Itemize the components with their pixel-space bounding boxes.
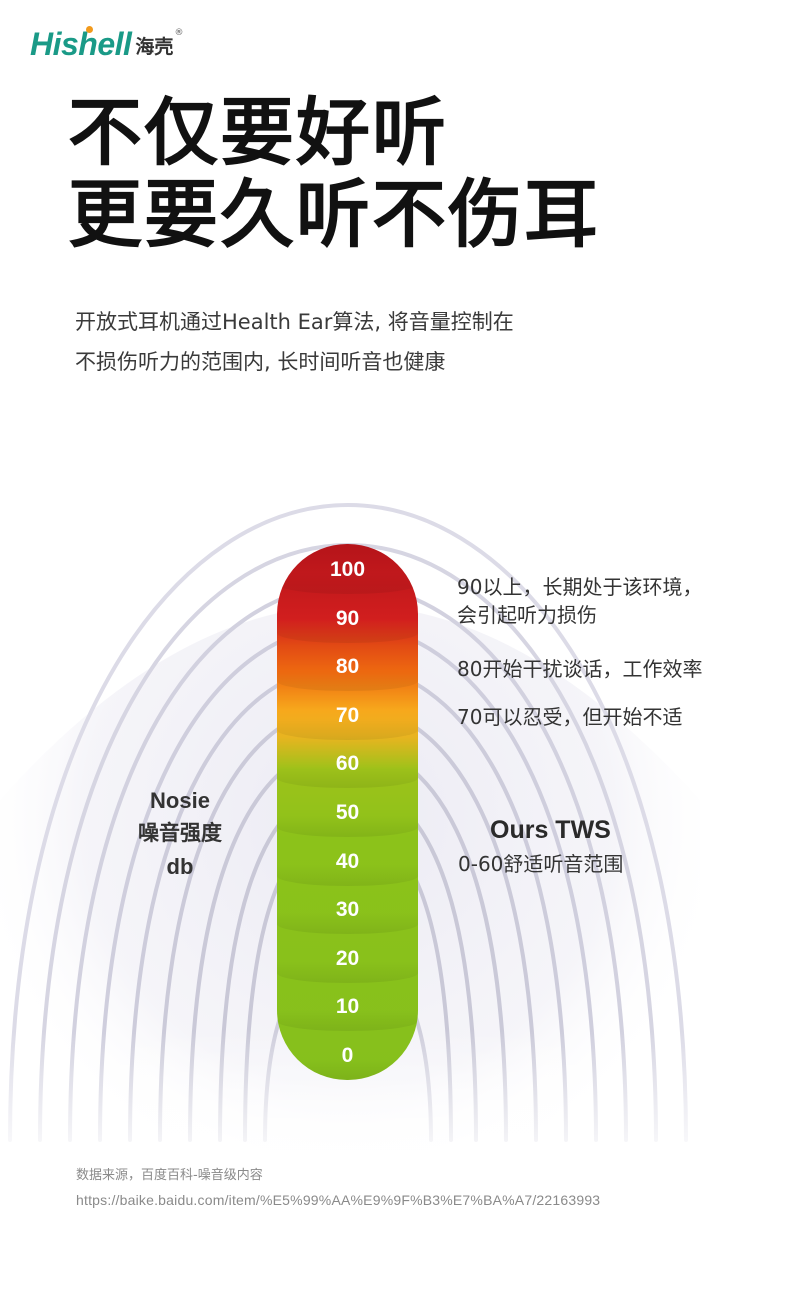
meter-tick-60: 60 (335, 752, 360, 776)
meter-band (277, 886, 418, 935)
meter-tick-30: 30 (335, 898, 360, 922)
description-line-1: 开放式耳机通过Health Ear算法, 将音量控制在 (75, 310, 514, 334)
brand-name: Hishell (30, 26, 132, 62)
meter-band (277, 691, 418, 740)
note-90-line-1: 90以上，长期处于该环境， (457, 575, 703, 599)
meter-band (277, 740, 418, 789)
note-90: 90以上，长期处于该环境， 会引起听力损伤 (457, 573, 702, 629)
noise-label-unit: db (166, 854, 194, 879)
meter-tick-0: 0 (341, 1044, 354, 1067)
meter-tick-100: 100 (329, 558, 366, 581)
source-label: 数据来源，百度百科-噪音级内容 (76, 1168, 263, 1183)
headline-line-2: 更要久听不伤耳 (68, 172, 600, 258)
noise-label-en: Nosie (150, 788, 210, 813)
data-source: 数据来源，百度百科-噪音级内容 https://baike.baidu.com/… (76, 1164, 600, 1212)
headline: 不仅要好听 更要久听不伤耳 (68, 92, 600, 256)
description-line-2: 不损伤听力的范围内, 长时间听音也健康 (75, 350, 446, 374)
noise-label-cn: 噪音强度 (138, 821, 222, 845)
noise-meter: 100 90 80 70 60 50 40 30 20 10 0 (277, 544, 418, 1080)
ours-tws-range: 0-60舒适听音范围 (458, 852, 624, 876)
registered-mark: ® (174, 28, 184, 38)
meter-tick-10: 10 (335, 995, 360, 1019)
meter-band (277, 837, 418, 886)
meter-gradient (277, 544, 418, 1080)
brand-name-cn: 海壳 (135, 36, 174, 58)
meter-tick-40: 40 (335, 849, 360, 873)
note-90-line-2: 会引起听力损伤 (457, 603, 597, 627)
meter-band (277, 934, 418, 983)
meter-tick-50: 50 (335, 801, 360, 824)
description: 开放式耳机通过Health Ear算法, 将音量控制在 不损伤听力的范围内, 长… (75, 302, 514, 382)
meter-band (277, 546, 418, 594)
meter-band (277, 789, 418, 837)
meter-band (277, 983, 418, 1032)
meter-band (277, 643, 418, 692)
meter-tick-90: 90 (335, 606, 360, 630)
meter-tick-70: 70 (335, 703, 360, 727)
ours-tws-title: Ours TWS (490, 816, 611, 844)
headline-line-1: 不仅要好听 (68, 90, 448, 176)
noise-axis-label: Nosie 噪音强度 db (120, 784, 240, 883)
note-80: 80开始干扰谈话，工作效率 (457, 657, 703, 681)
brand-logo: Hishell 海壳 ® (30, 22, 183, 62)
meter-band (277, 594, 418, 643)
source-url: https://baike.baidu.com/item/%E5%99%AA%E… (76, 1192, 601, 1208)
meter-tick-20: 20 (335, 946, 360, 970)
logo-dot-icon (86, 26, 93, 33)
meter-tick-80: 80 (335, 655, 360, 679)
meter-band (277, 1032, 418, 1080)
note-70: 70可以忍受，但开始不适 (457, 705, 683, 729)
